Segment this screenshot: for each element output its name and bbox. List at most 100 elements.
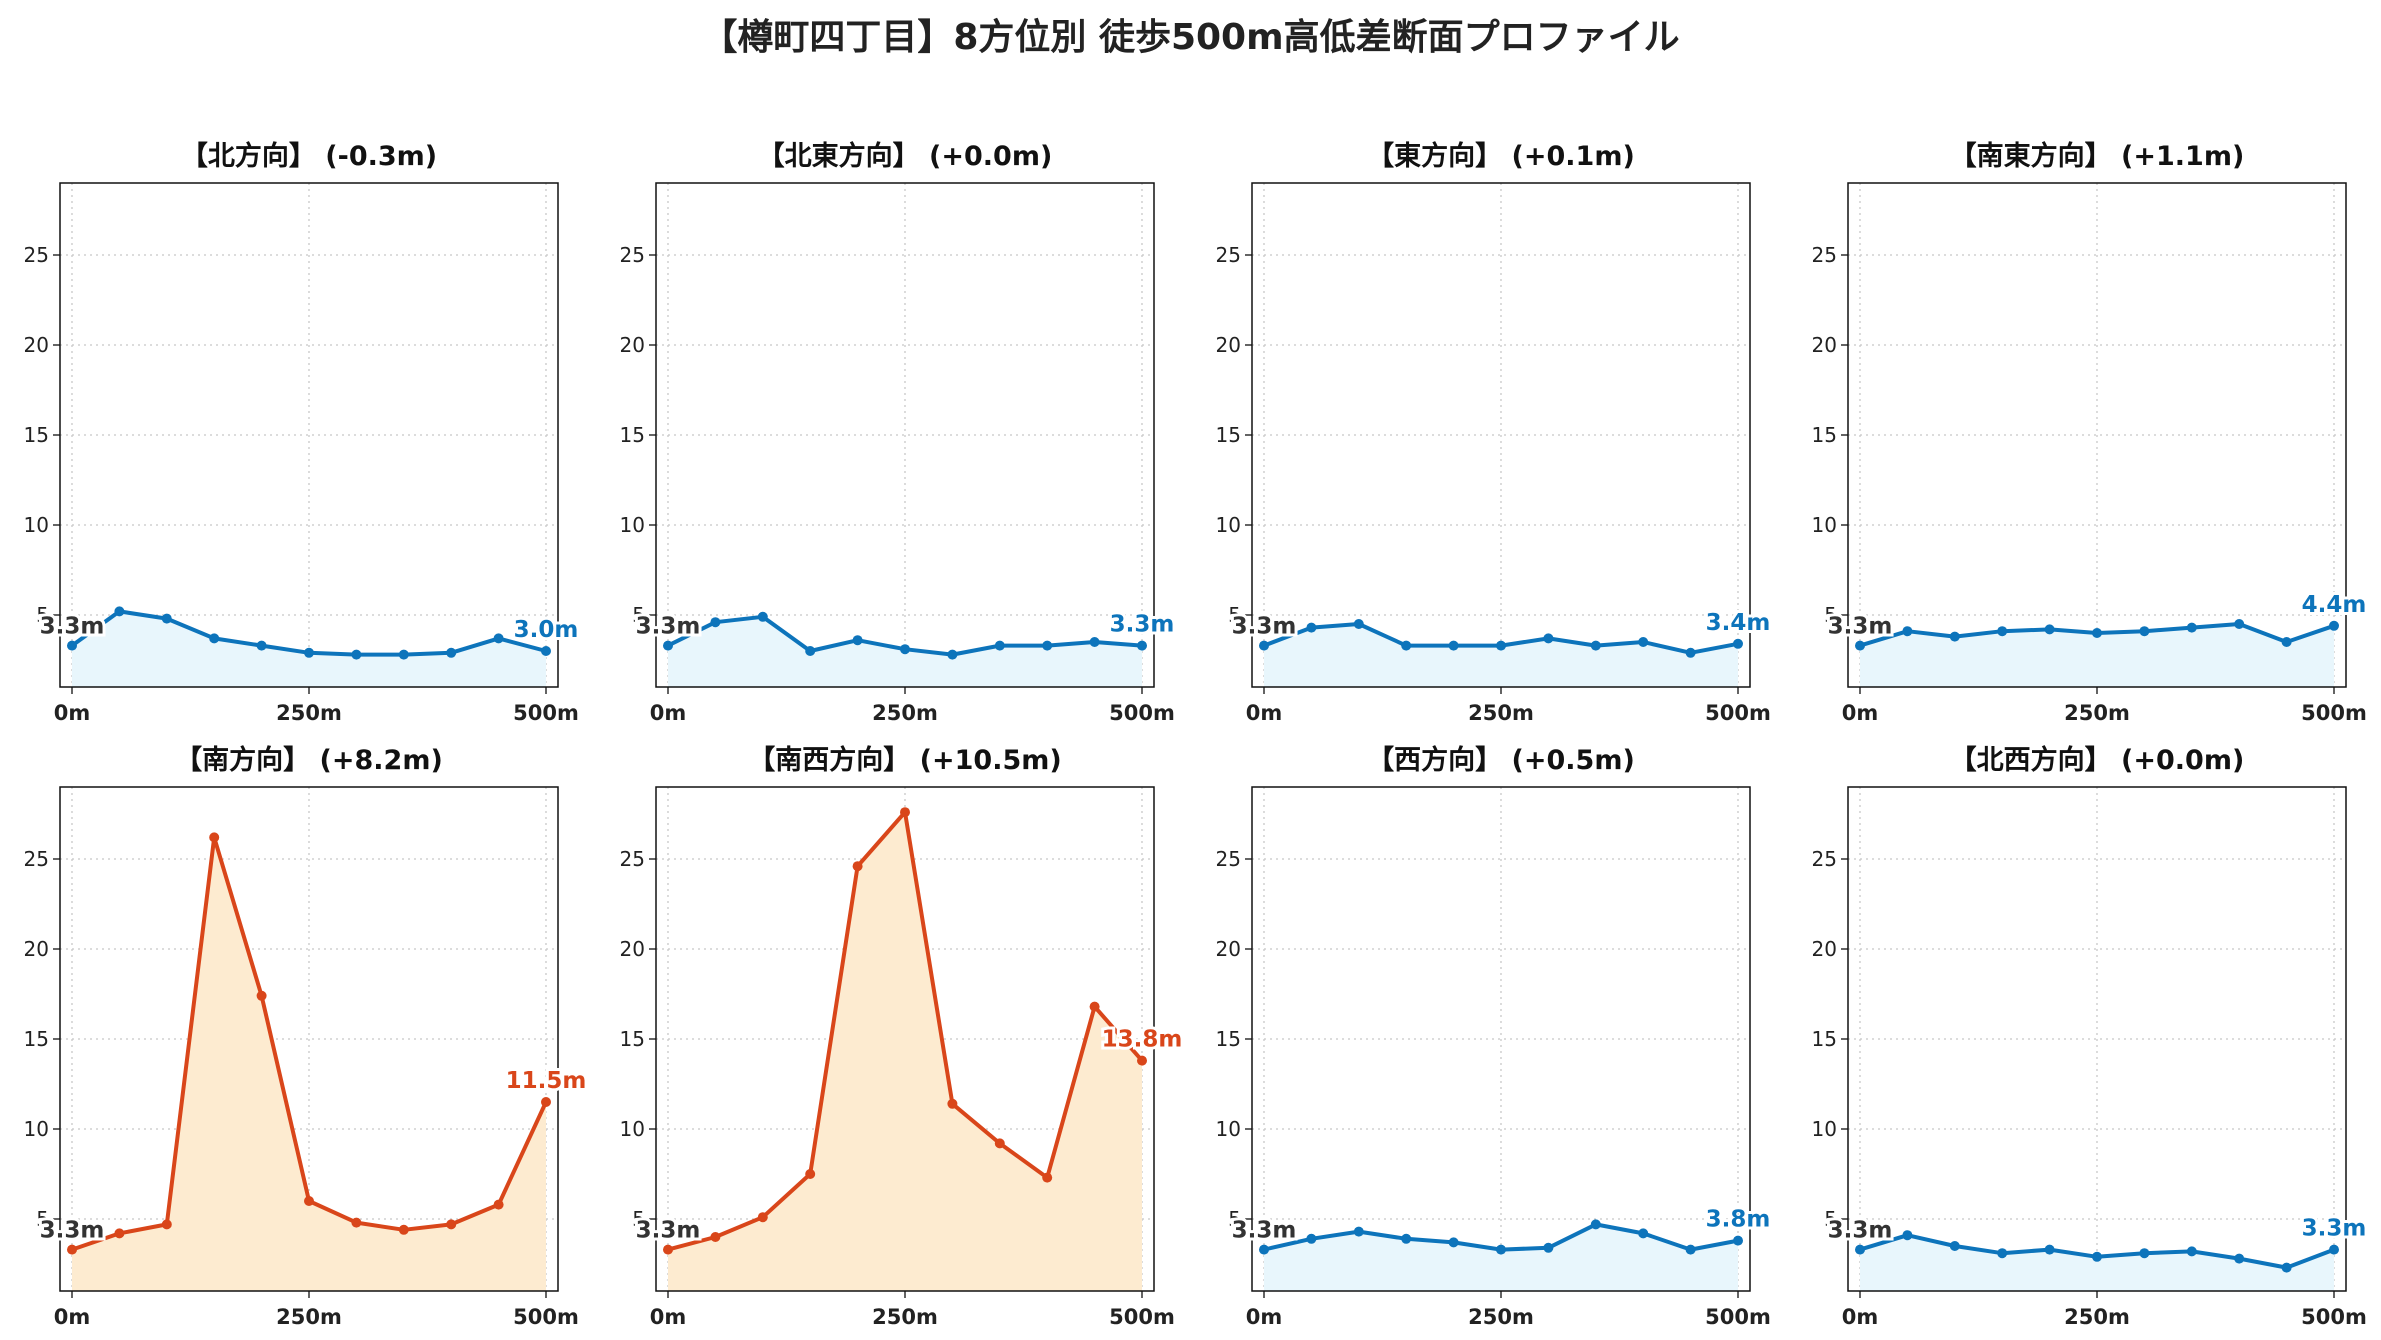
x-tick-label: 0m (650, 1305, 687, 1329)
y-tick-label: 10 (1216, 1117, 1241, 1141)
data-point (1259, 640, 1269, 651)
start-value-label: 3.3m (1828, 614, 1893, 640)
x-tick-label: 250m (1468, 701, 1534, 725)
end-value-label: 3.3m (2302, 1216, 2367, 1242)
area-fill (668, 812, 1142, 1291)
x-tick-label: 500m (2301, 701, 2367, 725)
data-point (805, 1169, 816, 1179)
x-tick-label: 500m (1705, 701, 1771, 725)
data-point (1137, 1055, 1147, 1066)
data-point (994, 640, 1005, 651)
data-point (2092, 1251, 2102, 1262)
data-point (1902, 1230, 1913, 1241)
data-point (1401, 1233, 1412, 1244)
data-point (947, 649, 958, 660)
data-point (1353, 1226, 1364, 1237)
data-point (446, 647, 457, 658)
data-point (1306, 1233, 1317, 1244)
panel-title: 【東方向】 (+0.1m) (1367, 140, 1635, 172)
data-point (398, 649, 409, 660)
area-fill (1860, 624, 2334, 687)
y-tick-label: 10 (24, 1117, 49, 1141)
y-tick-label: 20 (24, 937, 49, 961)
y-tick-label: 5 (632, 1207, 645, 1231)
data-point (1590, 640, 1601, 651)
y-tick-label: 5 (1824, 1207, 1837, 1231)
data-point (1448, 640, 1459, 651)
y-tick-label: 10 (24, 513, 49, 537)
data-point (1353, 619, 1364, 629)
y-tick-label: 25 (620, 243, 645, 267)
end-value-label: 4.4m (2302, 592, 2367, 618)
panel-title: 【北東方向】 (+0.0m) (758, 140, 1053, 172)
data-point (541, 646, 551, 656)
x-tick-label: 250m (2064, 1305, 2130, 1329)
data-point (2044, 1244, 2055, 1255)
x-tick-label: 0m (650, 701, 687, 725)
panel-title: 【西方向】 (+0.5m) (1367, 744, 1635, 776)
start-value-label: 3.3m (1828, 1218, 1893, 1244)
panel-title: 【南東方向】 (+1.1m) (1950, 140, 2245, 172)
data-point (1042, 640, 1053, 651)
y-tick-label: 15 (1216, 423, 1241, 447)
series-line (71, 835, 548, 1252)
data-point (1042, 1172, 1053, 1183)
end-value-label: 3.0m (514, 617, 579, 643)
grid-lines (1252, 183, 1750, 687)
data-point (67, 1244, 77, 1255)
data-point (2329, 620, 2339, 631)
data-point (1401, 640, 1412, 651)
data-point (2186, 622, 2197, 633)
x-tick-label: 500m (1109, 1305, 1175, 1329)
y-tick-label: 10 (1812, 1117, 1837, 1141)
y-tick-label: 5 (36, 603, 49, 627)
y-tick-label: 15 (24, 423, 49, 447)
data-point (1543, 1242, 1554, 1253)
data-point (1448, 1237, 1459, 1248)
data-point (351, 649, 362, 660)
data-point (1902, 626, 1913, 637)
data-point (1685, 647, 1696, 658)
y-tick-label: 15 (1812, 423, 1837, 447)
y-tick-label: 25 (1216, 243, 1241, 267)
x-tick-label: 250m (872, 1305, 938, 1329)
x-tick-label: 0m (54, 701, 91, 725)
y-tick-label: 5 (36, 1207, 49, 1231)
data-point (900, 807, 910, 818)
data-point (757, 1212, 768, 1223)
y-tick-label: 20 (24, 333, 49, 357)
start-value-label: 3.3m (40, 1218, 105, 1244)
y-tick-label: 5 (632, 603, 645, 627)
data-point (2186, 1246, 2197, 1257)
end-value-label: 3.8m (1706, 1207, 1771, 1233)
data-point (994, 1138, 1005, 1149)
grid-lines (1848, 787, 2346, 1291)
data-point (304, 647, 314, 658)
start-value-label: 3.3m (40, 614, 105, 640)
grid-lines (656, 183, 1154, 687)
panel-title: 【北方向】 (-0.3m) (181, 140, 437, 172)
area-fill (1264, 624, 1738, 687)
data-point (161, 613, 172, 624)
data-point (2139, 626, 2150, 637)
data-point (2234, 619, 2245, 629)
x-tick-label: 500m (1705, 1305, 1771, 1329)
start-value-label: 3.3m (636, 614, 701, 640)
y-tick-label: 15 (1812, 1027, 1837, 1051)
y-tick-label: 25 (1812, 243, 1837, 267)
data-point (1855, 640, 1865, 651)
y-tick-label: 5 (1228, 1207, 1241, 1231)
data-point (1496, 640, 1506, 651)
y-tick-label: 15 (620, 1027, 645, 1051)
y-tick-label: 15 (1216, 1027, 1241, 1051)
y-tick-label: 10 (620, 513, 645, 537)
start-value-label: 3.3m (1232, 614, 1297, 640)
y-tick-label: 20 (620, 333, 645, 357)
data-point (852, 861, 863, 872)
data-point (256, 990, 267, 1001)
y-tick-label: 25 (24, 847, 49, 871)
panel-title: 【北西方向】 (+0.0m) (1950, 744, 2245, 776)
data-point (663, 640, 673, 651)
data-point (493, 1199, 504, 1210)
